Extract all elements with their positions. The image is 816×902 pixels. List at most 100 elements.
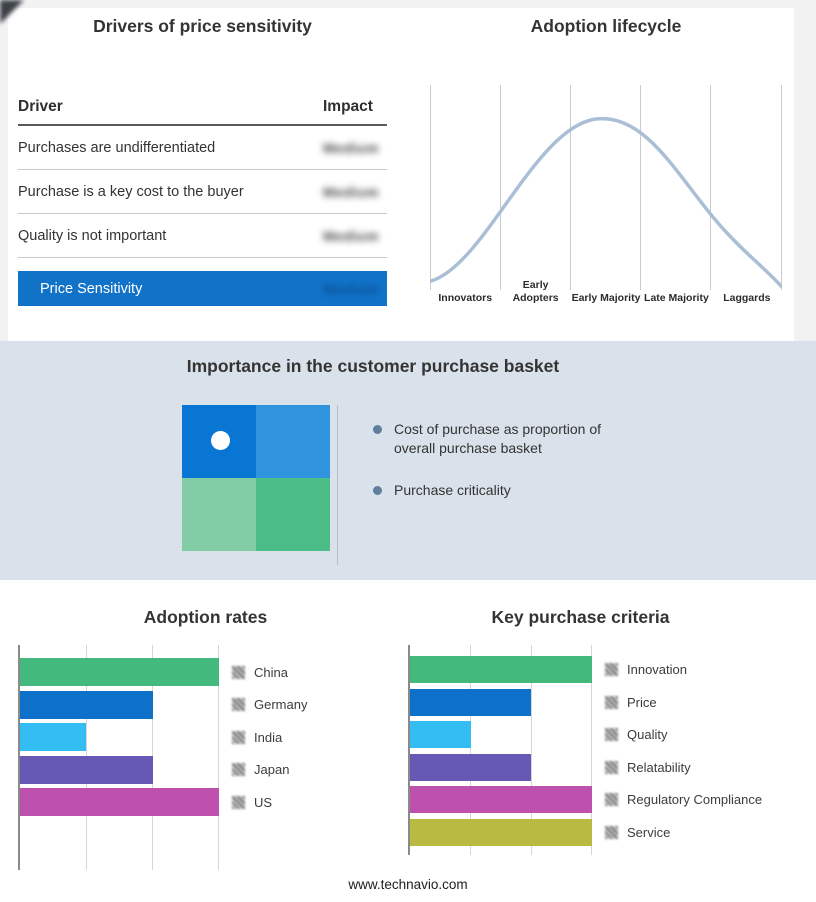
legend-swatch-censored: [232, 665, 245, 679]
stage-label-early-adopters: Early Adopters: [512, 278, 559, 304]
purchase-basket-matrix: [182, 405, 330, 551]
bullet-item: Cost of purchase as proportion of overal…: [373, 420, 638, 458]
bar-india: [20, 723, 87, 751]
legend-label: Regulatory Compliance: [627, 792, 763, 807]
legend-swatch-censored: [605, 695, 618, 709]
legend-swatch-censored: [232, 698, 245, 711]
bullet-dot: [373, 486, 382, 495]
drivers-table: Driver Impact Purchases are undifferenti…: [18, 96, 387, 258]
legend-label: Price: [627, 694, 657, 710]
bar-row-price: [410, 688, 592, 716]
key-criteria-plot: [408, 645, 592, 855]
middle-band-background: [0, 341, 816, 580]
legend-item-service: Service: [605, 819, 762, 846]
bar-row-innovation: [410, 656, 592, 683]
legend-item-india: India: [232, 723, 307, 751]
matrix-marker-dot: [211, 431, 230, 450]
bar-regulatory-compliance: [410, 786, 592, 813]
legend-swatch-censored: [232, 730, 245, 744]
bar-row-germany: [20, 690, 219, 719]
bullet-dot: [373, 425, 382, 434]
adoption-rates-title: Adoption rates: [143, 607, 268, 627]
bar-row-us: [20, 788, 219, 816]
driver-label: Quality is not important: [18, 227, 167, 244]
legend-label: Innovation: [627, 662, 687, 677]
legend-item-quality: Quality: [605, 721, 762, 748]
price-sensitivity-row: Price Sensitivity Medium: [18, 271, 387, 306]
legend-swatch-censored: [232, 795, 245, 809]
legend-item-regulatory-compliance: Regulatory Compliance: [605, 786, 762, 813]
legend-swatch-censored: [605, 728, 618, 741]
legend-label: Quality: [627, 727, 668, 742]
stage-label-early-majority: Early Majority: [571, 291, 641, 304]
driver-row: Purchase is a key cost to the buyer Medi…: [18, 170, 387, 214]
lifecycle-panel-title: Adoption lifecycle: [530, 16, 682, 36]
price-sensitivity-impact-censored: Medium: [323, 280, 379, 297]
legend-swatch-censored: [605, 793, 618, 806]
stage-label-late-majority: Late Majority: [644, 291, 709, 304]
driver-label: Purchases are undifferentiated: [18, 139, 216, 156]
legend-swatch-censored: [605, 825, 618, 839]
driver-row: Purchases are undifferentiated Medium: [18, 126, 387, 170]
lifecycle-stage-labels: Innovators Early Adopters Early Majority…: [430, 271, 782, 305]
drivers-panel-title: Drivers of price sensitivity: [93, 16, 312, 36]
legend-label: US: [254, 794, 273, 810]
legend-item-us: US: [232, 788, 307, 816]
bar-row-india: [20, 723, 219, 751]
matrix-cell-top-left: [182, 405, 256, 478]
bar-row-relatability: [410, 753, 592, 781]
adoption-rates-legend: China Germany India Japan US: [232, 645, 307, 821]
legend-label: Service: [627, 824, 671, 840]
bar-row-quality: [410, 721, 592, 748]
legend-item-innovation: Innovation: [605, 656, 762, 683]
bullet-text: Purchase criticality: [394, 482, 511, 498]
bar-us: [20, 788, 219, 816]
legend-label: Relatability: [627, 759, 691, 775]
basket-bullet-list: Cost of purchase as proportion of overal…: [373, 420, 638, 523]
bar-china: [20, 658, 219, 686]
column-header-driver: Driver: [18, 98, 63, 115]
bar-row-china: [20, 658, 219, 686]
price-sensitivity-label: Price Sensitivity: [40, 280, 143, 297]
bar-japan: [20, 755, 153, 784]
corner-mark: [0, 0, 24, 24]
matrix-cell-top-right: [256, 405, 330, 478]
legend-label: Japan: [254, 762, 290, 777]
legend-label: India: [254, 729, 283, 745]
matrix-axis-line: [337, 405, 338, 565]
key-criteria-legend: Innovation Price Quality Relatability Regula…: [605, 645, 762, 851]
bullet-item: Purchase criticality: [373, 481, 638, 500]
legend-item-relatability: Relatability: [605, 754, 762, 781]
basket-panel-title: Importance in the customer purchase bask…: [186, 356, 560, 376]
bar-germany: [20, 690, 153, 719]
adoption-curve: [430, 117, 782, 288]
matrix-cell-bottom-right: [256, 478, 330, 551]
column-header-impact: Impact: [323, 98, 373, 115]
impact-value-censored: Medium: [323, 139, 379, 156]
legend-swatch-censored: [605, 663, 618, 676]
legend-label: Germany: [254, 697, 308, 712]
footer-link[interactable]: www.technavio.com: [348, 877, 468, 892]
legend-swatch-censored: [232, 763, 245, 776]
driver-row: Quality is not important Medium: [18, 214, 387, 258]
matrix-cell-bottom-left: [182, 478, 256, 551]
bar-innovation: [410, 656, 592, 683]
stage-label-innovators: Innovators: [438, 291, 493, 304]
bar-price: [410, 688, 532, 716]
legend-item-price: Price: [605, 689, 762, 716]
bar-service: [410, 818, 592, 846]
key-criteria-title: Key purchase criteria: [491, 607, 670, 627]
bar-row-regulatory-compliance: [410, 786, 592, 813]
bar-relatability: [410, 753, 532, 781]
legend-swatch-censored: [605, 760, 618, 774]
impact-value-censored: Medium: [323, 227, 379, 244]
bar-row-japan: [20, 755, 219, 784]
lifecycle-chart: [430, 85, 782, 290]
legend-item-china: China: [232, 658, 307, 686]
adoption-rates-plot: [18, 645, 219, 870]
driver-label: Purchase is a key cost to the buyer: [18, 183, 244, 200]
lifecycle-gridlines: [430, 85, 782, 290]
stage-label-laggards: Laggards: [723, 291, 771, 304]
bullet-text: Cost of purchase as proportion of overal…: [394, 421, 602, 456]
